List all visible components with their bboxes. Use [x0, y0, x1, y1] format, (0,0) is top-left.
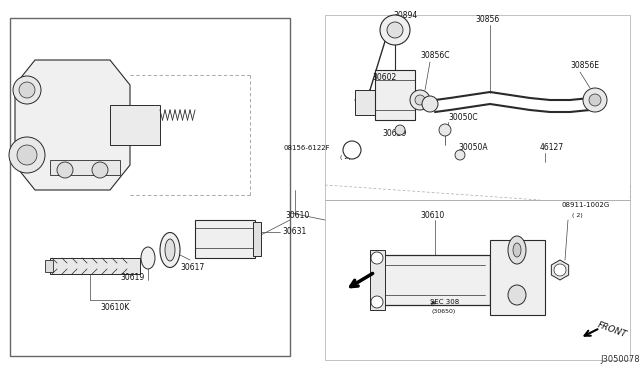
- Text: 30609: 30609: [382, 128, 406, 138]
- Polygon shape: [551, 260, 569, 280]
- Circle shape: [371, 296, 383, 308]
- Bar: [45, 260, 53, 272]
- Text: 30856E: 30856E: [570, 61, 599, 70]
- Text: 30050A: 30050A: [458, 144, 488, 153]
- Circle shape: [13, 76, 41, 104]
- Text: 30856C: 30856C: [420, 51, 449, 60]
- Text: 30894: 30894: [393, 10, 417, 19]
- Text: 30610: 30610: [285, 211, 309, 219]
- Text: 30050C: 30050C: [448, 113, 477, 122]
- Text: ( 2): ( 2): [340, 155, 351, 160]
- Text: J3050078: J3050078: [600, 356, 639, 365]
- Circle shape: [589, 94, 601, 106]
- Ellipse shape: [160, 232, 180, 267]
- Bar: [110, 105, 160, 145]
- Bar: [50, 160, 120, 175]
- Bar: [325, 200, 630, 360]
- Text: (30650): (30650): [432, 310, 456, 314]
- Bar: [380, 255, 490, 305]
- Bar: [195, 220, 255, 258]
- Circle shape: [17, 145, 37, 165]
- Text: SEC 308: SEC 308: [430, 299, 460, 305]
- Circle shape: [387, 22, 403, 38]
- Bar: [253, 222, 261, 256]
- Bar: [50, 258, 140, 274]
- Circle shape: [380, 15, 410, 45]
- Circle shape: [415, 95, 425, 105]
- Circle shape: [57, 162, 73, 178]
- Text: M: M: [557, 267, 563, 273]
- Text: 46127: 46127: [540, 144, 564, 153]
- Text: FRONT: FRONT: [596, 321, 628, 340]
- Circle shape: [9, 137, 45, 173]
- Circle shape: [455, 150, 465, 160]
- Text: ( 2): ( 2): [572, 212, 583, 218]
- Bar: [375, 70, 415, 120]
- Text: 30856: 30856: [475, 16, 499, 25]
- Circle shape: [371, 252, 383, 264]
- Circle shape: [439, 124, 451, 136]
- Bar: [325, 15, 630, 200]
- Text: 30602: 30602: [372, 74, 396, 83]
- Circle shape: [583, 88, 607, 112]
- Bar: [10, 18, 290, 356]
- Circle shape: [410, 90, 430, 110]
- Circle shape: [92, 162, 108, 178]
- Circle shape: [422, 96, 438, 112]
- Ellipse shape: [165, 239, 175, 261]
- Circle shape: [343, 141, 361, 159]
- Bar: [490, 240, 545, 315]
- Bar: [355, 90, 375, 115]
- Text: 30619: 30619: [120, 273, 144, 282]
- Text: 30610: 30610: [420, 211, 444, 219]
- Text: 30610K: 30610K: [100, 304, 129, 312]
- Circle shape: [19, 82, 35, 98]
- Ellipse shape: [508, 236, 526, 264]
- Text: 08911-1002G: 08911-1002G: [562, 202, 611, 208]
- Bar: [370, 250, 385, 310]
- Text: 08156-6122F: 08156-6122F: [284, 145, 330, 151]
- Ellipse shape: [508, 285, 526, 305]
- Ellipse shape: [513, 243, 521, 257]
- Polygon shape: [15, 60, 130, 190]
- Text: 30631: 30631: [282, 228, 307, 237]
- Text: 30617: 30617: [180, 263, 204, 273]
- Circle shape: [395, 125, 405, 135]
- Ellipse shape: [141, 247, 155, 269]
- Text: B: B: [349, 147, 355, 153]
- Circle shape: [554, 264, 566, 276]
